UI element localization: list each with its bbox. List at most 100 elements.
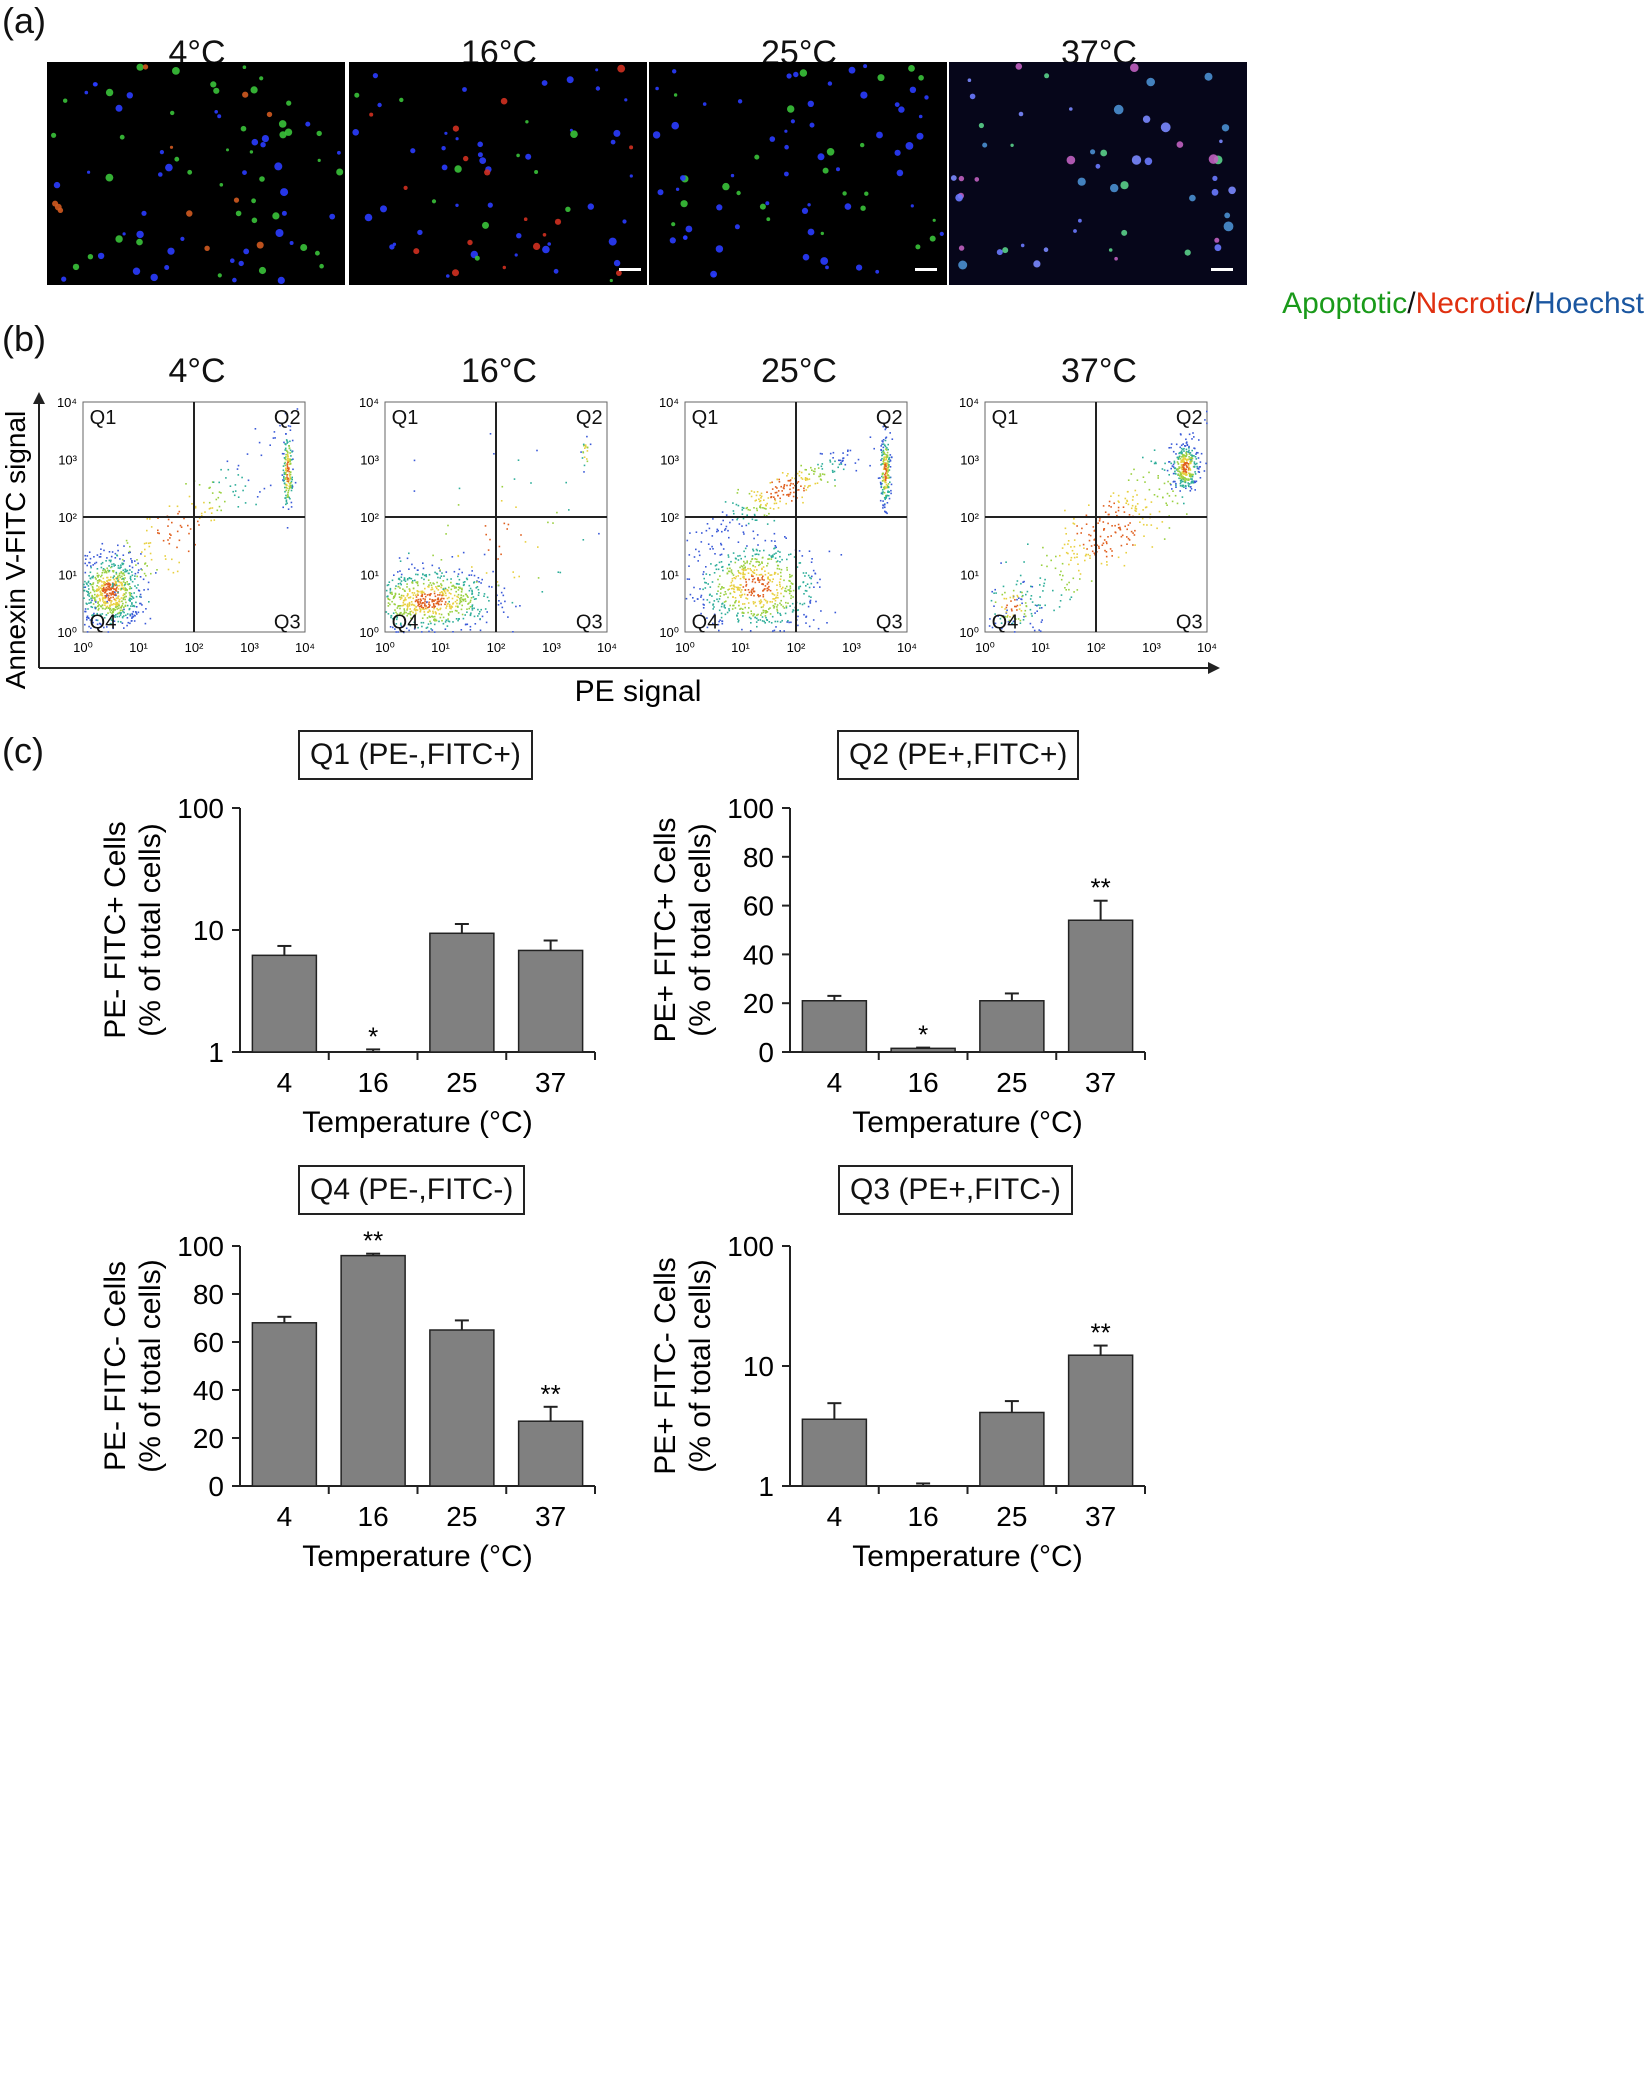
event-dot xyxy=(994,613,996,615)
event-dot xyxy=(168,505,171,507)
event-dot xyxy=(477,594,480,596)
event-dot xyxy=(86,555,89,557)
event-dot xyxy=(136,575,138,578)
event-dot xyxy=(1149,513,1152,516)
event-dot xyxy=(586,446,589,449)
event-dot xyxy=(744,606,746,609)
event-dot xyxy=(399,582,402,585)
event-dot xyxy=(1184,457,1186,460)
cell xyxy=(57,207,64,213)
event-dot xyxy=(113,620,116,622)
event-dot xyxy=(759,595,761,597)
event-dot xyxy=(753,491,756,493)
event-dot xyxy=(750,591,753,593)
event-dot xyxy=(1186,444,1189,446)
cell xyxy=(115,235,123,243)
event-dot xyxy=(444,592,447,594)
event-dot xyxy=(136,559,138,561)
event-dot xyxy=(1178,467,1181,470)
event-dot xyxy=(887,468,889,470)
event-dot xyxy=(782,586,784,589)
cell xyxy=(441,164,448,171)
cell xyxy=(905,142,914,150)
y-tick-label: 10⁰ xyxy=(359,625,379,640)
event-dot xyxy=(103,617,106,619)
event-dot xyxy=(1177,468,1180,470)
event-dot xyxy=(753,590,756,593)
event-dot xyxy=(1012,614,1015,617)
bar-25 xyxy=(429,932,495,1053)
event-dot xyxy=(741,608,744,610)
event-dot xyxy=(99,594,102,596)
event-dot xyxy=(121,584,123,587)
event-dot xyxy=(891,438,894,440)
event-dot xyxy=(112,591,114,594)
event-dot xyxy=(733,588,735,590)
event-dot xyxy=(475,587,478,589)
event-dot xyxy=(108,592,111,594)
event-dot xyxy=(881,443,883,446)
event-dot xyxy=(809,484,811,487)
event-dot xyxy=(398,605,400,607)
event-dot xyxy=(806,477,808,480)
event-dot xyxy=(797,481,800,483)
event-dot xyxy=(433,631,436,633)
cell xyxy=(380,205,387,213)
event-dot xyxy=(137,571,139,574)
event-dot xyxy=(723,587,725,589)
event-dot xyxy=(457,619,459,622)
event-dot xyxy=(1186,474,1188,476)
event-dot xyxy=(1194,481,1197,484)
event-dot xyxy=(761,567,763,570)
event-dot xyxy=(215,498,218,501)
event-dot xyxy=(1162,496,1164,499)
event-dot xyxy=(441,619,443,622)
event-dot xyxy=(464,598,467,600)
cell xyxy=(958,260,968,270)
event-dot xyxy=(409,611,411,613)
event-dot xyxy=(435,613,437,615)
event-dot xyxy=(755,519,758,521)
event-dot xyxy=(471,609,474,611)
event-dot xyxy=(758,561,760,563)
event-dot xyxy=(208,487,210,489)
event-dot xyxy=(782,487,785,489)
event-dot xyxy=(105,595,107,598)
y-tick-label: 10⁴ xyxy=(57,395,77,410)
event-dot xyxy=(702,571,705,573)
event-dot xyxy=(116,577,118,580)
event-dot xyxy=(792,483,794,485)
cell xyxy=(784,129,788,133)
event-dot xyxy=(789,587,792,589)
event-dot xyxy=(111,587,114,589)
event-dot xyxy=(400,594,403,597)
event-dot xyxy=(285,456,287,458)
event-dot xyxy=(791,477,793,479)
event-dot xyxy=(445,619,448,622)
event-dot xyxy=(788,621,790,624)
cell xyxy=(1069,107,1073,111)
x-tick-label: 37 xyxy=(1085,1067,1116,1098)
event-dot xyxy=(218,505,221,508)
event-dot xyxy=(884,475,887,478)
bar-4 xyxy=(251,1322,318,1487)
event-dot xyxy=(1183,450,1185,452)
event-dot xyxy=(112,627,114,630)
event-dot xyxy=(460,608,463,611)
event-dot xyxy=(781,558,783,561)
event-dot xyxy=(107,569,109,572)
event-dot xyxy=(118,584,121,587)
event-dot xyxy=(1088,533,1090,536)
y-tick-label: 10² xyxy=(360,510,379,525)
x-axis-label: Temperature (°C) xyxy=(852,1106,1082,1139)
event-dot xyxy=(1111,550,1113,552)
event-dot xyxy=(423,608,425,611)
event-dot xyxy=(882,451,885,453)
event-dot xyxy=(423,578,425,581)
event-dot xyxy=(142,578,145,581)
event-dot xyxy=(834,460,836,463)
event-dot xyxy=(1133,468,1135,471)
event-dot xyxy=(1070,596,1073,598)
event-dot xyxy=(108,551,111,553)
cell xyxy=(187,169,193,175)
